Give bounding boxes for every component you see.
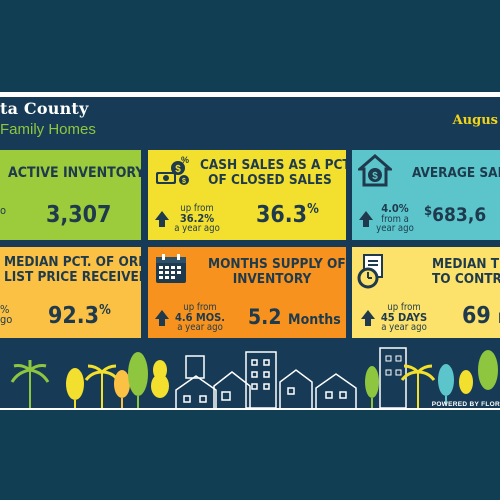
average-sale-dollar: $ bbox=[424, 204, 433, 219]
median-pct-change: % go bbox=[0, 303, 13, 326]
cash-sales-change-line3: a year ago bbox=[174, 223, 220, 234]
stopwatch-document-icon bbox=[357, 254, 383, 289]
trees-left bbox=[10, 352, 169, 408]
average-sale-value: $683,6 bbox=[424, 204, 486, 226]
average-sale-change: 4.0% from a year ago bbox=[374, 202, 416, 234]
city-skyline-illustration bbox=[10, 347, 498, 408]
county-title: ta County bbox=[0, 99, 89, 118]
median-pct-value: 92.3% bbox=[48, 303, 111, 329]
median-pct-tile: MEDIAN PCT. OF ORIG. LIST PRICE RECEIVED… bbox=[0, 247, 141, 338]
report-month: Augus bbox=[452, 113, 498, 128]
active-inventory-heading: ACTIVE INVENTORY bbox=[8, 165, 141, 181]
months-supply-change-line2: 4.6 MOS. bbox=[174, 310, 226, 324]
svg-text:$: $ bbox=[182, 178, 186, 185]
property-type-subtitle: Family Homes bbox=[0, 121, 96, 138]
average-sale-number: 683,6 bbox=[432, 204, 487, 226]
months-supply-change-line3: a year ago bbox=[177, 322, 223, 333]
cash-sales-change-line1: up from bbox=[180, 203, 214, 214]
median-time-number: 69 bbox=[462, 303, 491, 329]
active-inventory-tile: ACTIVE INVENTORY o 3,307 bbox=[0, 150, 141, 240]
average-sale-change-line2: from a bbox=[381, 213, 409, 225]
median-pct-heading-line1: MEDIAN PCT. OF ORIG. bbox=[4, 254, 141, 270]
median-time-change-line2: 45 DAYS bbox=[380, 310, 428, 324]
median-time-value: 69 Da bbox=[462, 303, 500, 329]
months-supply-tile: MONTHS SUPPLY OF INVENTORY up from 4.6 M… bbox=[148, 247, 346, 338]
cash-sales-value: 36.3% bbox=[256, 202, 319, 228]
median-pct-percent: % bbox=[99, 303, 111, 318]
median-pct-change-line2: go bbox=[0, 312, 13, 326]
months-supply-heading-line2: INVENTORY bbox=[232, 271, 312, 287]
cash-sales-heading-line1: CASH SALES AS A PCT. bbox=[200, 157, 346, 173]
months-supply-change-line1: up from bbox=[183, 302, 217, 313]
cash-icon: $ $ % bbox=[156, 156, 189, 185]
median-pct-number: 92.3 bbox=[48, 303, 100, 329]
median-time-tile: MEDIAN TI TO CONTRA up from 45 DAYS a ye… bbox=[352, 247, 500, 338]
average-sale-change-line1: 4.0% bbox=[381, 202, 409, 215]
cash-sales-change-line2: 36.2% bbox=[179, 211, 215, 225]
powered-by-label: POWERED BY FLOR bbox=[431, 401, 500, 408]
cash-sales-tile: $ $ % CASH SALES AS A PCT. OF CLOSED SAL… bbox=[148, 150, 346, 240]
median-time-change-line1: up from bbox=[387, 302, 421, 313]
active-inventory-change: o bbox=[0, 204, 7, 217]
months-supply-heading-line1: MONTHS SUPPLY OF bbox=[208, 256, 346, 272]
median-pct-heading: MEDIAN PCT. OF ORIG. LIST PRICE RECEIVED bbox=[4, 254, 141, 285]
median-time-unit: Da bbox=[498, 311, 500, 327]
cash-sales-change: up from 36.2% a year ago bbox=[172, 204, 222, 234]
calendar-icon bbox=[156, 254, 186, 283]
svg-text:$: $ bbox=[372, 171, 378, 182]
cash-sales-number: 36.3 bbox=[256, 202, 308, 228]
median-time-change: up from 45 DAYS a year ago bbox=[378, 303, 430, 333]
market-infographic: ta County Family Homes Augus ACTIVE INVE… bbox=[0, 97, 500, 408]
median-time-heading-line2: TO CONTRA bbox=[432, 271, 500, 287]
months-supply-unit: Months bbox=[288, 312, 341, 328]
houses bbox=[175, 351, 357, 408]
up-arrow-icon bbox=[155, 310, 169, 326]
months-supply-value: 5.2 Months bbox=[248, 305, 341, 329]
trees-right bbox=[365, 347, 498, 408]
up-arrow-icon bbox=[361, 310, 375, 326]
months-supply-change: up from 4.6 MOS. a year ago bbox=[172, 303, 228, 333]
active-inventory-value: 3,307 bbox=[46, 202, 112, 228]
average-sale-heading: AVERAGE SALE bbox=[412, 165, 500, 181]
up-arrow-icon bbox=[155, 211, 169, 227]
median-time-heading-line1: MEDIAN TI bbox=[432, 256, 500, 272]
months-supply-number: 5.2 bbox=[248, 305, 282, 329]
house-dollar-icon: $ bbox=[358, 154, 392, 187]
up-arrow-icon bbox=[359, 211, 373, 227]
median-time-heading: MEDIAN TI TO CONTRA bbox=[432, 257, 500, 287]
svg-text:%: % bbox=[181, 156, 189, 165]
average-sale-change-line3: year ago bbox=[376, 223, 414, 234]
cash-sales-percent: % bbox=[307, 202, 319, 217]
svg-text:$: $ bbox=[175, 164, 181, 175]
median-pct-heading-line2: LIST PRICE RECEIVED bbox=[4, 269, 141, 285]
median-time-change-line3: a year ago bbox=[381, 322, 427, 333]
cash-sales-heading-line2: OF CLOSED SALES bbox=[208, 172, 332, 188]
median-pct-change-line1: % bbox=[0, 303, 10, 316]
months-supply-heading: MONTHS SUPPLY OF INVENTORY bbox=[208, 256, 346, 287]
average-sale-tile: $ AVERAGE SALE 4.0% from a year ago $683… bbox=[352, 150, 500, 240]
cash-sales-heading: CASH SALES AS A PCT. OF CLOSED SALES bbox=[200, 157, 346, 188]
